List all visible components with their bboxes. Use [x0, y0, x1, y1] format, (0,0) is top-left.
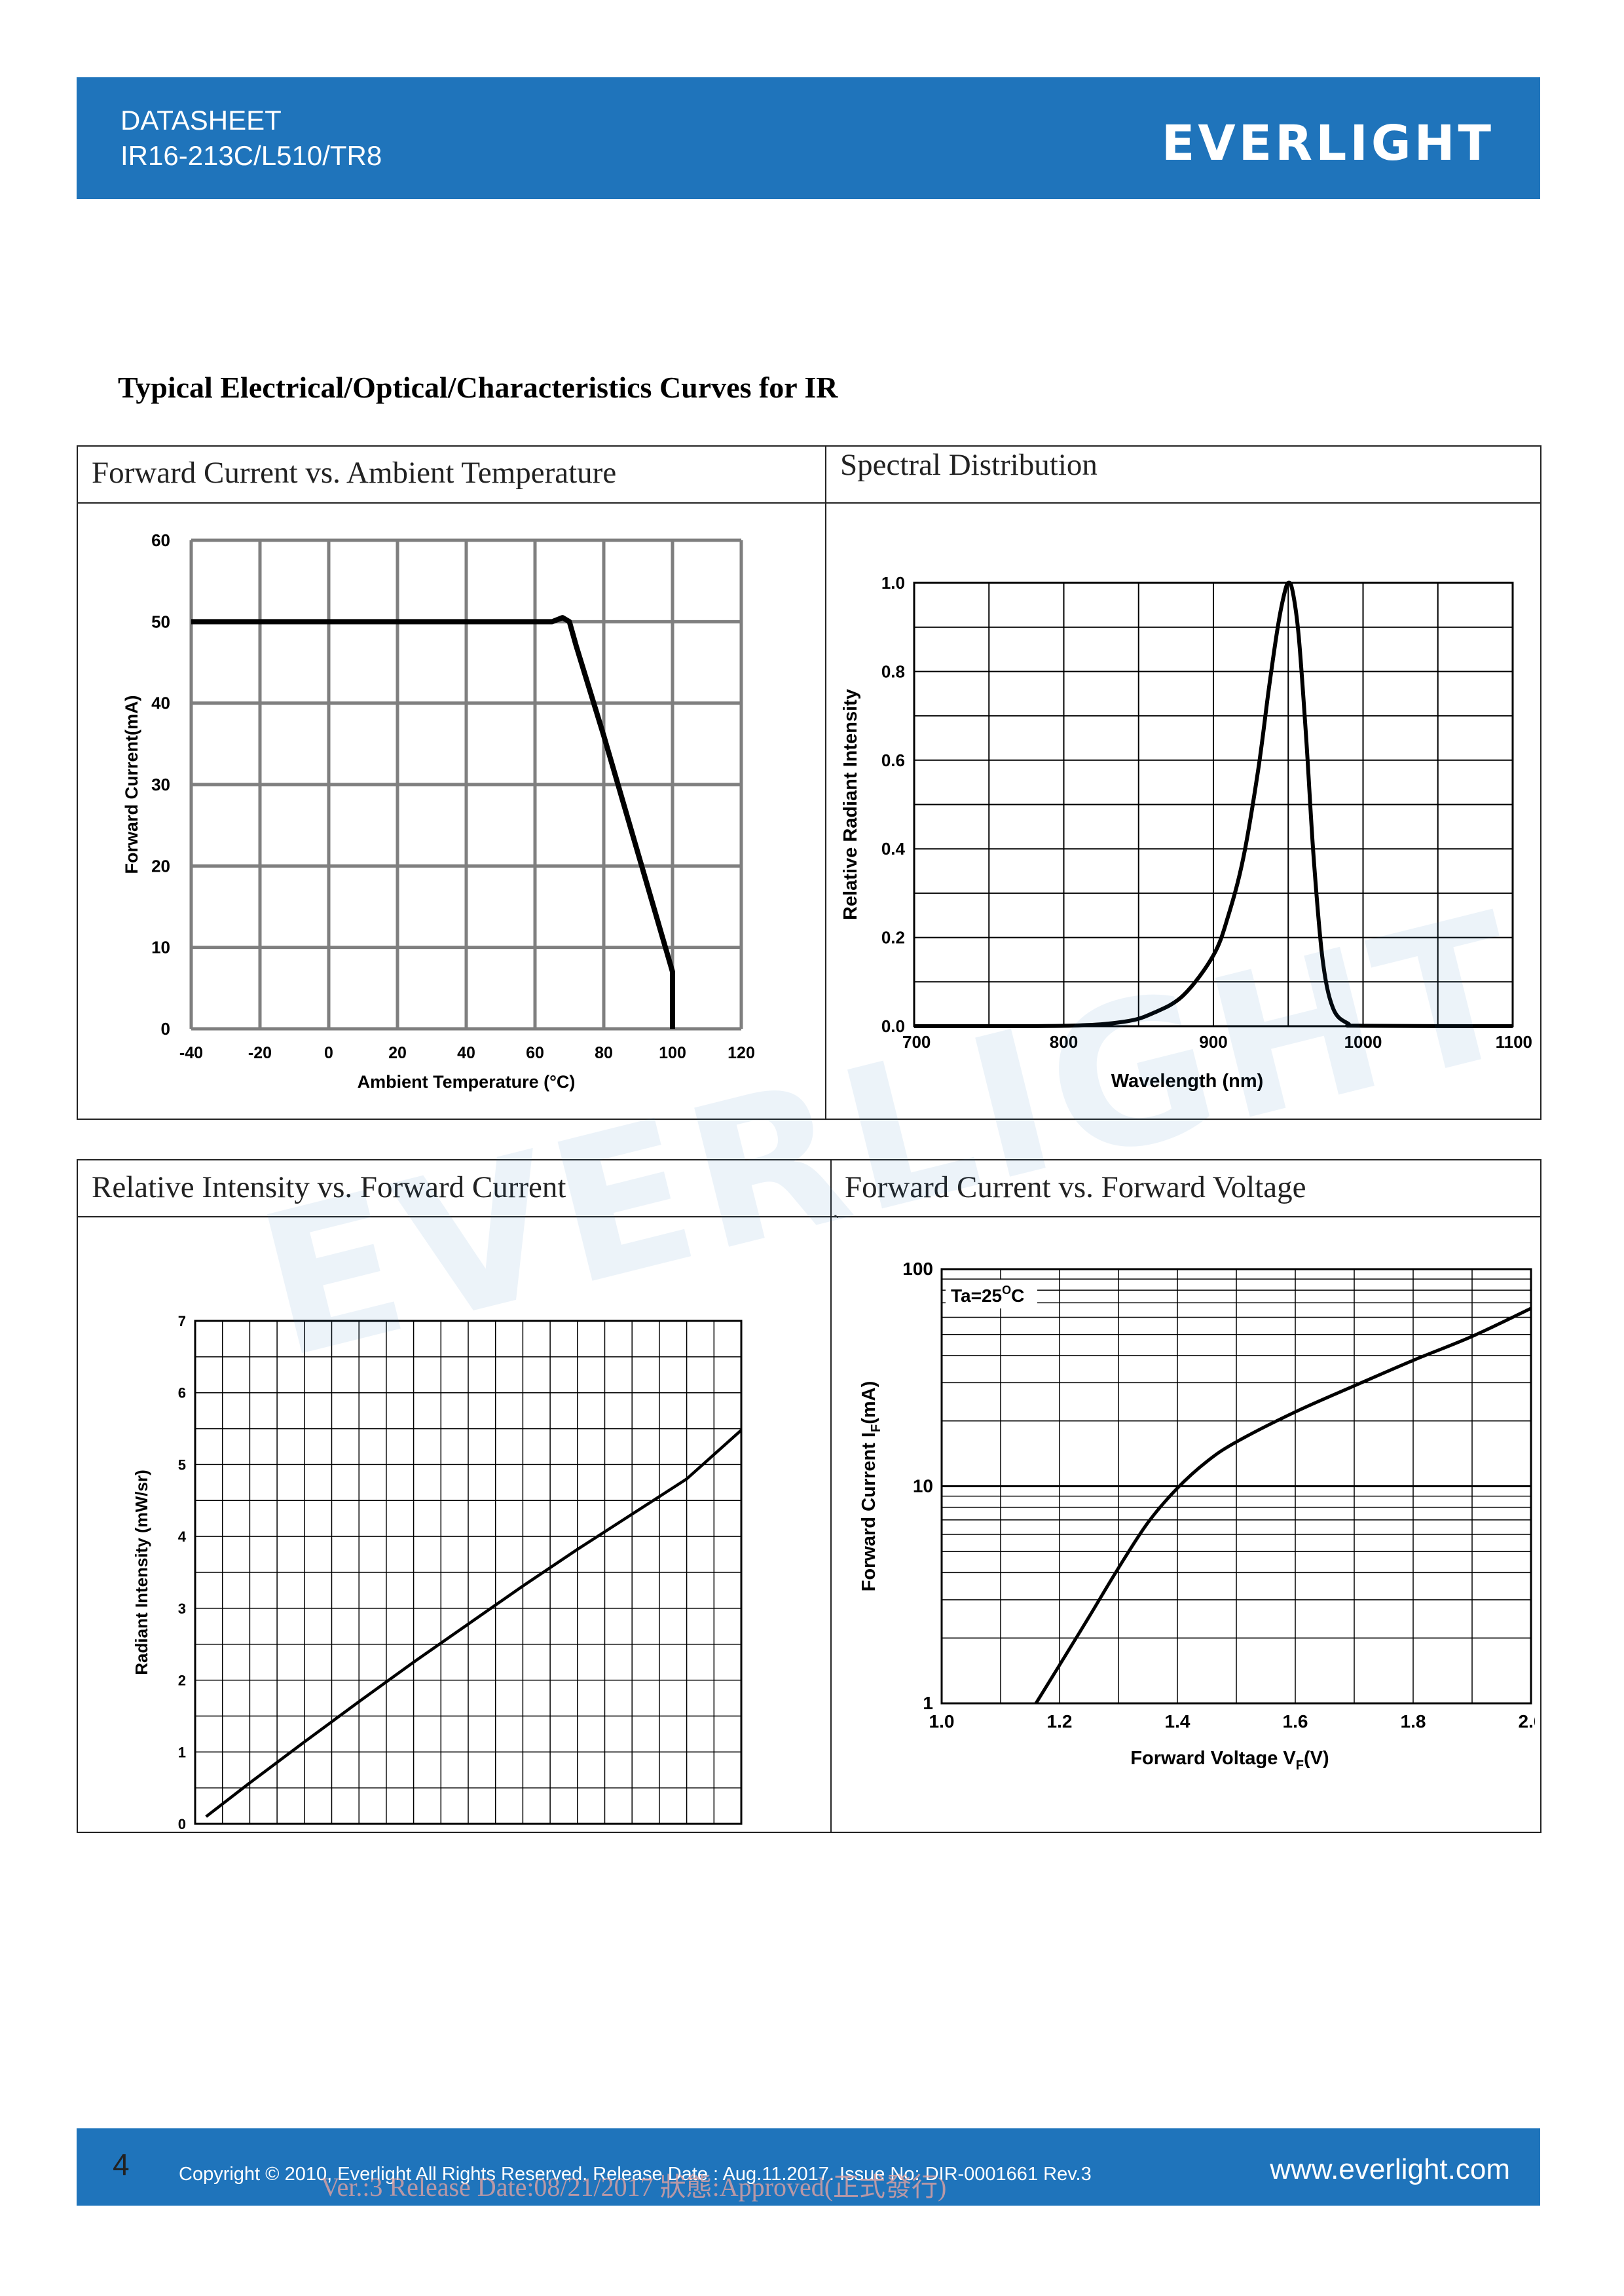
y-tick-label: 0.2 [881, 928, 905, 948]
y-tick-label: 10 [913, 1476, 933, 1496]
panel-title-temp: Forward Current vs. Ambient Temperature [92, 456, 617, 490]
page-number: 4 [113, 2147, 130, 2181]
x-tick-label: 120 [728, 1044, 755, 1062]
y-axis-label: Forward Current IF(mA) [858, 1381, 883, 1592]
y-axis-label-sub: F [869, 1424, 883, 1432]
plot-frame [913, 582, 1514, 1028]
y-axis-label: Relative Radiant Intensity [840, 689, 861, 920]
y-axis-label: Radiant Intensity (mW/sr) [132, 1470, 151, 1675]
x-tick-label: -40 [179, 1044, 203, 1062]
chart-spectral: 700 800 900 1000 1100 0.0 0.2 0.4 0.6 0.8 1.0 Wavel… [840, 573, 1532, 1092]
series-line [913, 580, 1513, 1029]
chart-intensity: 0510152025303540455001234567Forward Curr… [132, 1313, 743, 1831]
x-tick-label: 100 [659, 1044, 686, 1062]
table-border [77, 1159, 1541, 1160]
section-title: Typical Electrical/Optical/Characteristi… [118, 371, 838, 404]
y-tick-label: 4 [178, 1528, 187, 1545]
x-tick-label: 800 [1050, 1032, 1078, 1052]
panel-title-iv: Forward Current vs. Forward Voltage [845, 1170, 1306, 1204]
annotation-text: Ta=25OC [951, 1284, 1024, 1306]
chart-temperature: -40 -20 0 20 40 60 80 100 120 0 10 20 30 40 50 60 Ambien… [122, 530, 755, 1092]
x-tick-label: 60 [526, 1044, 544, 1062]
x-tick-label: 700 [902, 1032, 931, 1052]
x-tick-label: 2.0 [1519, 1711, 1540, 1731]
table-border [1540, 1159, 1541, 1833]
y-tick-label: 20 [151, 856, 170, 876]
y-axis-label: Forward Current(mA) [122, 695, 141, 874]
x-tick-label: 900 [1199, 1032, 1227, 1052]
y-tick-label: 100 [902, 1259, 933, 1279]
y-tick-label: 40 [151, 694, 170, 713]
y-axis-label-tail: (mA) [858, 1381, 879, 1424]
x-tick-label: 20 [388, 1044, 407, 1062]
y-tick-label: 5 [178, 1456, 186, 1473]
y-tick-label: 0.6 [881, 750, 905, 770]
table-border [1540, 445, 1541, 1120]
y-tick-label: 30 [151, 775, 170, 794]
website-link[interactable]: www.everlight.com [1270, 2153, 1510, 2185]
copyright-text: Copyright © 2010, Everlight All Rights R… [179, 2164, 1092, 2185]
y-tick-label: 60 [151, 530, 170, 550]
y-tick-label: 1 [923, 1693, 933, 1713]
plot-frame [194, 1320, 743, 1825]
annotation-bg [946, 1280, 1037, 1308]
brand-logo: EVERLIGHT [1161, 115, 1494, 172]
y-tick-label: 10 [151, 938, 170, 957]
table-border [77, 1119, 1541, 1120]
table-border [830, 1159, 832, 1833]
y-tick-label: 3 [178, 1601, 186, 1617]
x-tick-label: 1.2 [1047, 1711, 1073, 1731]
y-tick-label: 0.4 [881, 839, 906, 859]
table-border [77, 445, 1541, 447]
x-tick-label: 0 [324, 1044, 333, 1062]
x-tick-label: 1000 [1344, 1032, 1382, 1052]
x-tick-label: 1.6 [1283, 1711, 1308, 1731]
table-border [825, 445, 826, 1120]
x-tick-label: 1.4 [1165, 1711, 1190, 1731]
x-tick-label: 1.8 [1401, 1711, 1426, 1731]
doc-type: DATASHEET [120, 105, 282, 136]
x-axis-label-sub: F [1296, 1758, 1304, 1773]
x-tick-label: 40 [457, 1044, 475, 1062]
x-axis-label: Wavelength (nm) [1111, 1071, 1264, 1092]
series-line [205, 1429, 743, 1818]
x-tick-label: 80 [595, 1044, 613, 1062]
series-line [1034, 1306, 1532, 1705]
annotation-unit: C [1011, 1286, 1024, 1306]
table-border [77, 1832, 1541, 1833]
x-axis-label: Ambient Temperature (°C) [358, 1072, 576, 1092]
stray-mark: ` [833, 1212, 840, 1233]
y-tick-label: 0 [178, 1816, 186, 1831]
chart-iv: 1.0 1.2 1.4 1.6 1.8 2.0 1 10 100 Ta=25OC Forward V… [858, 1259, 1540, 1773]
y-tick-label: 6 [178, 1385, 186, 1401]
plot-frame [940, 1268, 1532, 1705]
y-tick-label: 7 [178, 1313, 186, 1329]
annotation-degree: O [1002, 1284, 1011, 1297]
table-border [77, 502, 1541, 504]
panel-title-spectral: Spectral Distribution [840, 448, 1098, 482]
table-border [77, 1216, 1541, 1217]
y-tick-label: 1 [178, 1744, 186, 1760]
header-bar: DATASHEET IR16-213C/L510/TR8 EVERLIGHT [77, 77, 1540, 199]
y-tick-label: 2 [178, 1673, 186, 1689]
x-axis-label-tail: (V) [1304, 1748, 1329, 1769]
x-tick-label: 1.0 [929, 1711, 955, 1731]
table-border [77, 445, 78, 1120]
x-tick-label: -20 [248, 1044, 272, 1062]
y-tick-label: 0.0 [881, 1016, 905, 1036]
table-border [77, 1159, 78, 1833]
release-stamp: Ver.:3 Release Date:08/21/2017 狀態:Approv… [321, 2172, 947, 2202]
y-tick-label: 1.0 [881, 573, 905, 593]
panel-title-intensity: Relative Intensity vs. Forward Current [92, 1170, 566, 1204]
x-tick-label: 1100 [1496, 1032, 1532, 1052]
y-tick-label: 50 [151, 612, 170, 631]
part-number: IR16-213C/L510/TR8 [120, 140, 382, 171]
x-axis-label: Forward Voltage VF(V) [1130, 1748, 1329, 1773]
y-tick-label: 0.8 [881, 661, 905, 681]
y-tick-label: 0 [161, 1019, 170, 1039]
series-line [191, 615, 675, 1029]
footer-bar: 4 Copyright © 2010, Everlight All Rights… [77, 2128, 1540, 2206]
